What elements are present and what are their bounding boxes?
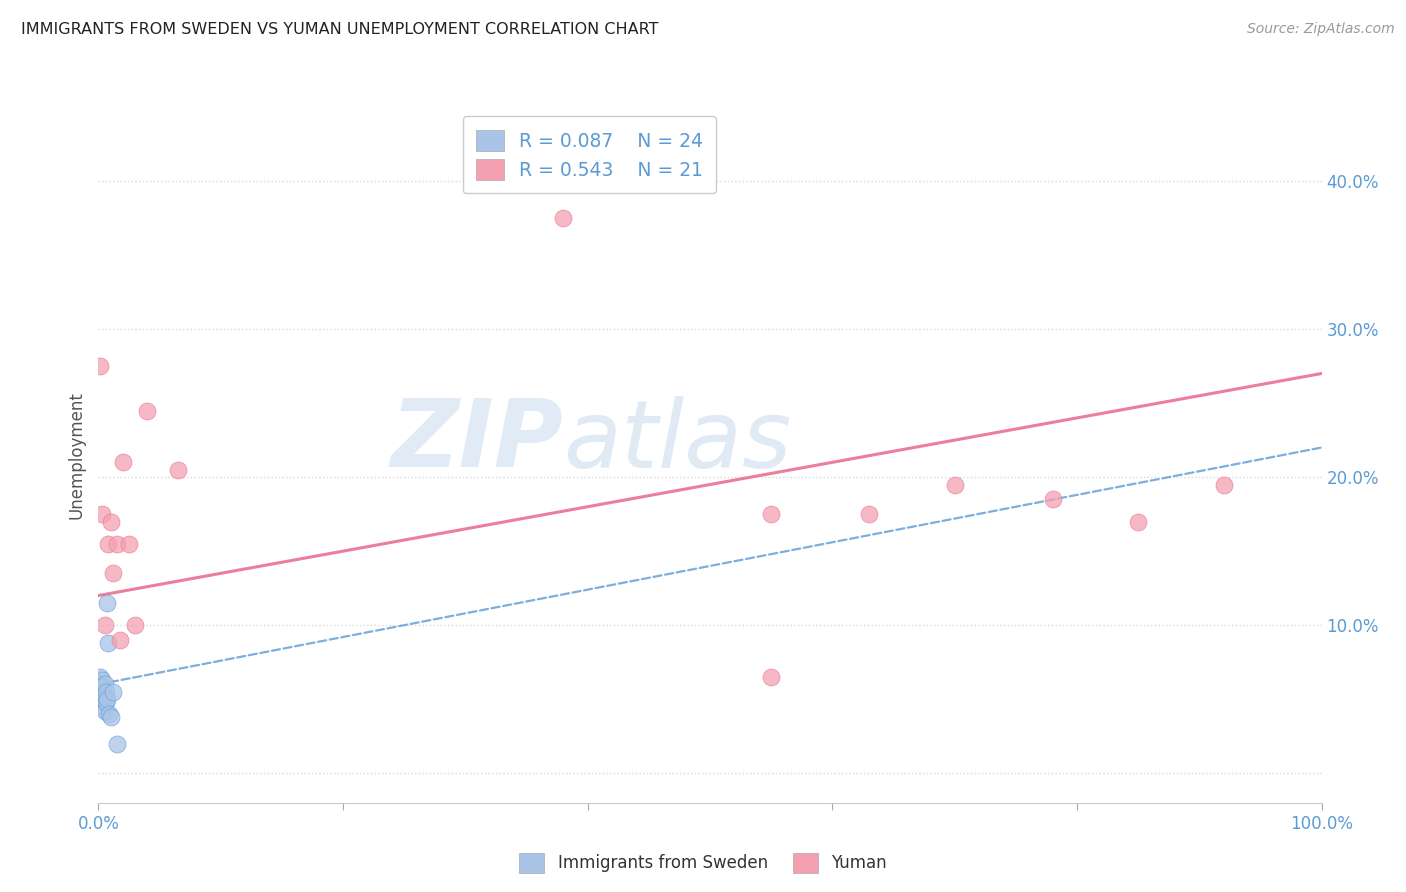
Point (96, 692, 118, 706)
Point (93, 704, 115, 718)
Legend: R = 0.087    N = 24, R = 0.543    N = 21: R = 0.087 N = 24, R = 0.543 N = 21 (463, 117, 716, 194)
Point (94, 695, 117, 709)
Point (111, 455, 134, 469)
Point (91, 699, 114, 714)
Point (98, 706, 121, 721)
Point (91, 695, 114, 709)
Point (101, 685, 124, 699)
Point (93, 677, 115, 691)
Point (94, 685, 117, 699)
Point (91, 681, 114, 695)
Point (1128, 515, 1150, 529)
Point (93, 690, 115, 704)
Point (97, 636, 120, 650)
Text: Source: ZipAtlas.com: Source: ZipAtlas.com (1247, 22, 1395, 37)
Point (1212, 477, 1234, 491)
Point (858, 507, 880, 521)
Point (124, 618, 146, 632)
Point (553, 211, 575, 225)
Legend: Immigrants from Sweden, Yuman: Immigrants from Sweden, Yuman (513, 847, 893, 880)
Point (105, 737, 128, 751)
Point (90, 692, 112, 706)
Point (110, 632, 132, 647)
Point (89, 677, 111, 691)
Point (136, 403, 159, 417)
Point (90, 681, 112, 695)
Point (89, 670, 111, 684)
Point (90, 685, 112, 699)
Text: atlas: atlas (564, 395, 792, 486)
Point (91, 673, 114, 687)
Point (91, 507, 114, 521)
Point (943, 477, 966, 491)
Point (91, 690, 114, 704)
Point (100, 710, 122, 724)
Point (105, 537, 128, 551)
Point (761, 670, 783, 684)
Point (91, 692, 114, 706)
Point (101, 566, 124, 581)
Point (96, 596, 118, 610)
Point (97, 537, 120, 551)
Point (1042, 492, 1064, 507)
Y-axis label: Unemployment: Unemployment (67, 391, 86, 519)
Point (93, 618, 115, 632)
Point (89, 359, 111, 373)
Point (100, 515, 122, 529)
Point (167, 463, 190, 477)
Text: ZIP: ZIP (391, 395, 564, 487)
Point (761, 507, 783, 521)
Point (91, 685, 114, 699)
Point (118, 537, 141, 551)
Text: IMMIGRANTS FROM SWEDEN VS YUMAN UNEMPLOYMENT CORRELATION CHART: IMMIGRANTS FROM SWEDEN VS YUMAN UNEMPLOY… (21, 22, 658, 37)
